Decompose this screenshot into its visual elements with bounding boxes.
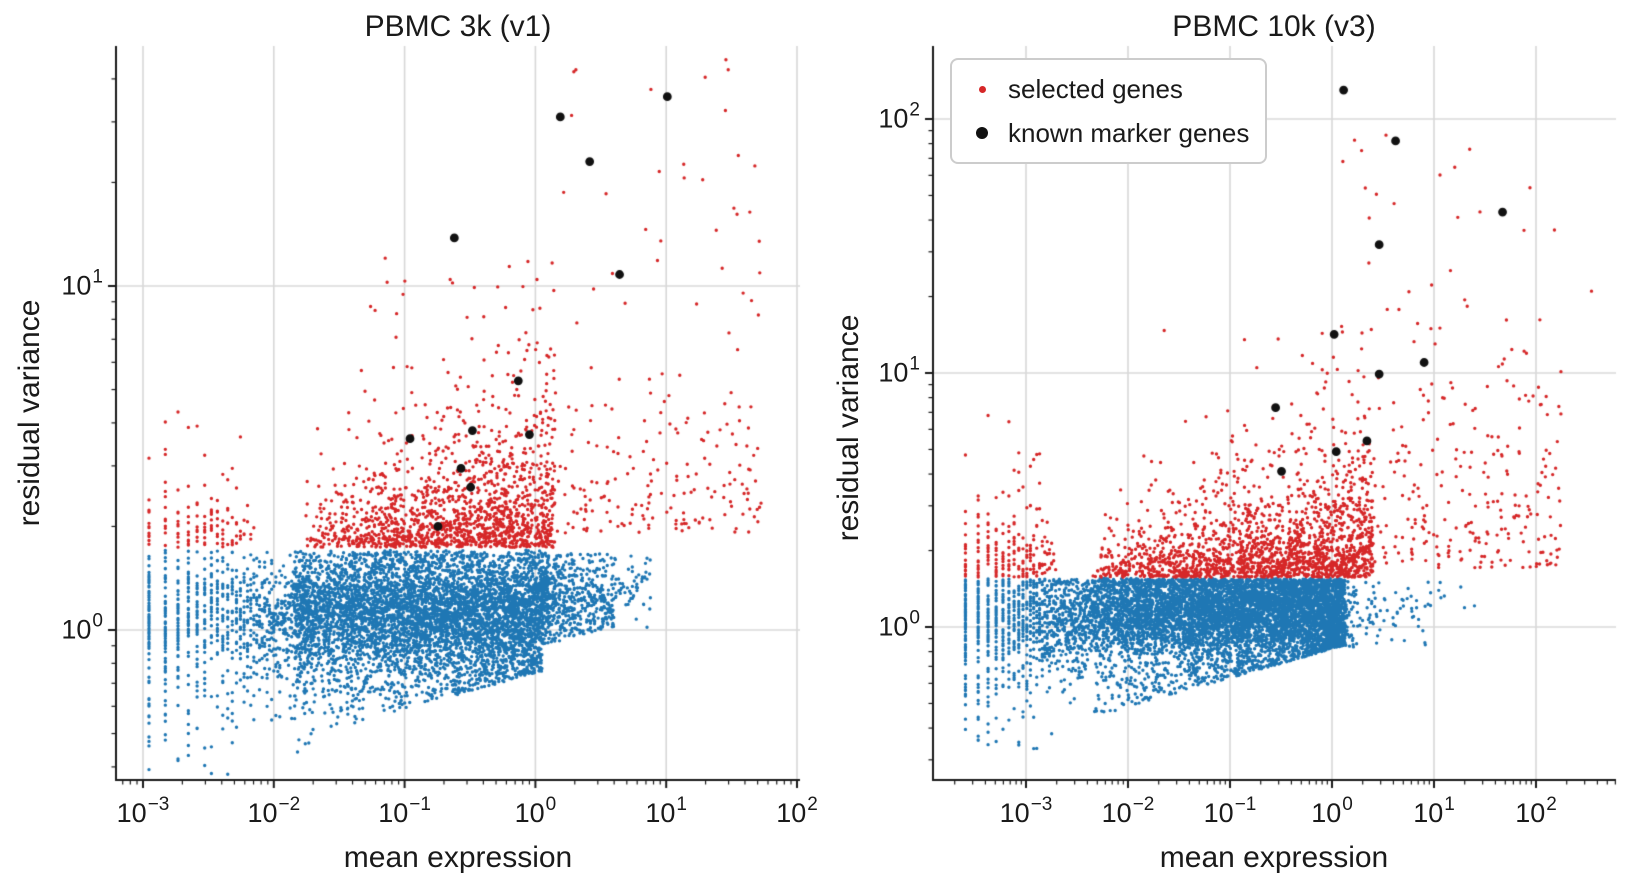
x-tick-label: 10−2	[247, 794, 301, 828]
legend-item-known-marker-genes: known marker genes	[956, 111, 1261, 155]
right-panel-title: PBMC 10k (v3)	[1172, 10, 1376, 43]
x-tick-label: 100	[1311, 794, 1353, 828]
x-tick-label: 10−1	[1203, 794, 1257, 828]
y-tick-label: 100	[61, 610, 103, 645]
x-tick-label: 10−3	[116, 794, 170, 828]
legend-label-known-marker-genes: known marker genes	[1008, 117, 1250, 148]
left-panel-title: PBMC 3k (v1)	[364, 10, 552, 43]
legend: selected genes known marker genes	[950, 58, 1267, 164]
selected-genes-dot-icon	[956, 85, 1008, 93]
y-tick-label: 101	[878, 353, 920, 388]
right-y-axis-label: residual variance	[832, 314, 865, 542]
known-marker-genes-dot-icon	[956, 127, 1008, 139]
x-tick-label: 10−3	[999, 794, 1053, 828]
x-tick-label: 10−2	[1101, 794, 1155, 828]
right-x-axis-label: mean expression	[1159, 841, 1389, 874]
y-tick-label: 102	[878, 99, 920, 134]
left-y-axis-label: residual variance	[13, 299, 46, 527]
y-tick-label: 100	[878, 607, 920, 642]
y-tick-label: 101	[61, 266, 103, 301]
x-tick-label: 102	[1515, 794, 1557, 828]
legend-item-selected-genes: selected genes	[956, 67, 1261, 111]
legend-label-selected-genes: selected genes	[1008, 73, 1183, 104]
x-tick-label: 10−1	[378, 794, 431, 828]
left-x-axis-label: mean expression	[343, 841, 573, 874]
x-tick-label: 100	[514, 794, 557, 828]
x-tick-label: 101	[1413, 794, 1455, 828]
x-tick-label: 101	[645, 794, 687, 828]
x-tick-label: 102	[776, 794, 818, 828]
